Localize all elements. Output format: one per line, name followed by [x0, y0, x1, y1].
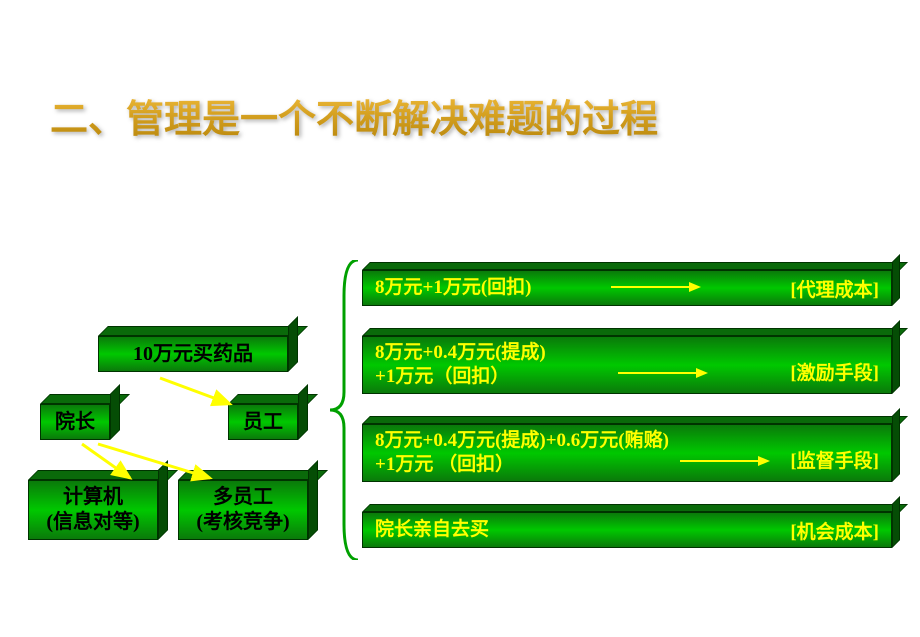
result-label: 8万元+0.4万元(提成) +1万元（回扣）: [375, 341, 546, 389]
box-multi: 多员工 (考核竞争): [178, 480, 308, 540]
slide-title: 二、管理是一个不断解决难题的过程: [50, 88, 658, 143]
result-tag: [监督手段]: [790, 446, 879, 473]
result-label: 8万元+1万元(回扣): [375, 276, 531, 300]
result-box-r2: 8万元+0.4万元(提成) +1万元（回扣） [激励手段]: [362, 336, 892, 394]
box-label: 员工: [228, 404, 298, 440]
result-label: 院长亲自去买: [375, 518, 489, 542]
box-label: 计算机 (信息对等): [28, 480, 158, 540]
result-box-r1: 8万元+1万元(回扣) [代理成本]: [362, 270, 892, 306]
box-label: 10万元买药品: [98, 336, 288, 372]
box-computer: 计算机 (信息对等): [28, 480, 158, 540]
arrow-icon: [680, 451, 770, 473]
box-medicine: 10万元买药品: [98, 336, 288, 372]
result-tag: [机会成本]: [790, 517, 879, 544]
box-director: 院长: [40, 404, 110, 440]
curly-brace: [330, 260, 358, 560]
arrow-icon: [611, 277, 701, 299]
result-label: 8万元+0.4万元(提成)+0.6万元(贿赂) +1万元 （回扣）: [375, 429, 669, 477]
box-label: 多员工 (考核竞争): [178, 480, 308, 540]
result-tag: [代理成本]: [790, 275, 879, 302]
arrow-icon: [618, 363, 708, 385]
box-employee: 员工: [228, 404, 298, 440]
result-box-r3: 8万元+0.4万元(提成)+0.6万元(贿赂) +1万元 （回扣） [监督手段]: [362, 424, 892, 482]
result-tag: [激励手段]: [790, 358, 879, 385]
result-box-r4: 院长亲自去买 [机会成本]: [362, 512, 892, 548]
box-label: 院长: [40, 404, 110, 440]
